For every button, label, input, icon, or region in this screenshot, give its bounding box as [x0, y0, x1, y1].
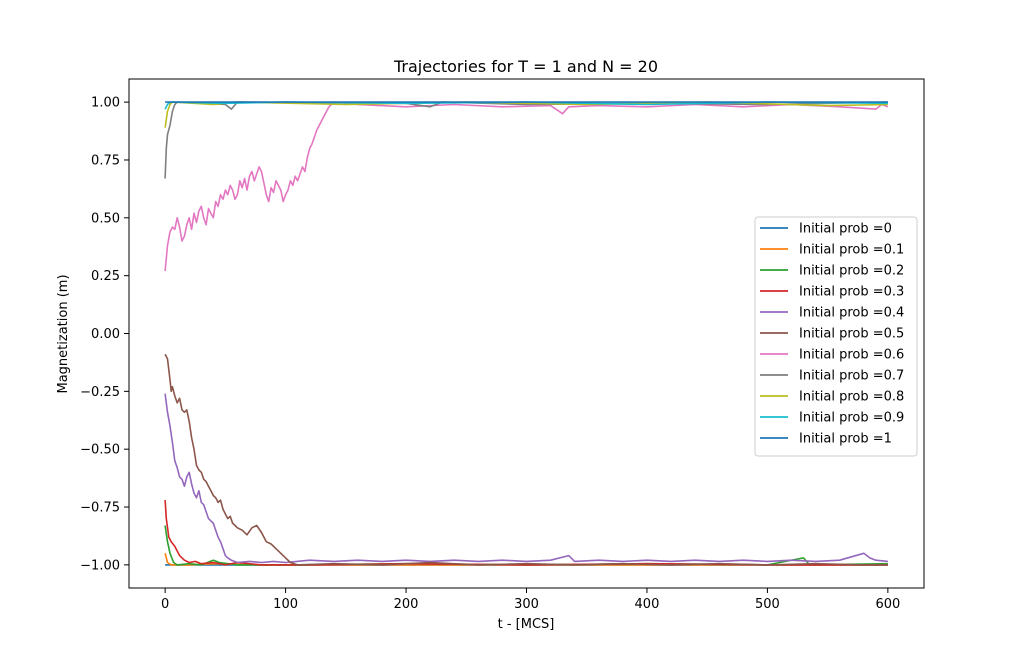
legend: Initial prob =0 Initial prob =0.1 Initial … — [754, 216, 918, 457]
y-tick-label: −0.50 — [80, 443, 120, 458]
series-line-3 — [164, 500, 888, 566]
legend-label: Initial prob =0.3 — [799, 285, 904, 300]
series-line-7 — [164, 101, 888, 179]
y-tick-label: 1.00 — [91, 96, 120, 111]
x-tick-label: 500 — [755, 597, 780, 612]
legend-label: Initial prob =0.7 — [799, 369, 904, 384]
x-tick-label: 400 — [635, 597, 660, 612]
y-tick-label: 0.00 — [91, 327, 120, 342]
plot-lines — [164, 101, 889, 566]
x-axis-ticks: 0 100 200 300 400 500 600 — [161, 588, 900, 612]
x-tick-label: 300 — [514, 597, 539, 612]
x-tick-label: 0 — [161, 597, 169, 612]
series-line-4 — [164, 393, 888, 564]
x-axis-label: t - [MCS] — [498, 617, 555, 632]
legend-label: Initial prob =0.8 — [799, 390, 904, 405]
y-tick-label: 0.50 — [91, 211, 120, 226]
y-tick-label: −1.00 — [80, 558, 120, 573]
y-axis-ticks: −1.00 −0.75 −0.50 −0.25 0.00 0.25 0.50 0.75 1.00 — [80, 96, 129, 573]
legend-label: Initial prob =0.1 — [799, 243, 904, 258]
y-axis-label: Magnetization (m) — [56, 274, 71, 393]
legend-label: Initial prob =0.4 — [799, 306, 904, 321]
legend-label: Initial prob =0.5 — [799, 327, 904, 342]
series-line-5 — [164, 353, 888, 566]
series-line-6 — [164, 101, 889, 272]
legend-label: Initial prob =0.2 — [799, 264, 904, 279]
legend-label: Initial prob =0 — [799, 222, 892, 237]
legend-label: Initial prob =0.6 — [799, 348, 904, 363]
y-tick-label: −0.75 — [80, 501, 120, 516]
y-tick-label: 0.75 — [91, 153, 120, 168]
legend-label: Initial prob =0.9 — [799, 411, 904, 426]
chart-title: Trajectories for T = 1 and N = 20 — [393, 57, 658, 76]
x-tick-label: 200 — [394, 597, 419, 612]
y-tick-label: 0.25 — [91, 269, 120, 284]
legend-label: Initial prob =1 — [799, 432, 892, 447]
legend-box — [754, 216, 918, 457]
x-tick-label: 100 — [273, 597, 298, 612]
series-line-2 — [164, 525, 888, 566]
y-tick-label: −0.25 — [80, 385, 120, 400]
x-tick-label: 600 — [875, 597, 900, 612]
